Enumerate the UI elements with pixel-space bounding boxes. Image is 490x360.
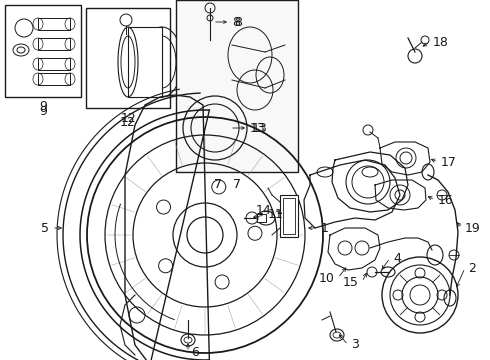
Text: 8: 8: [234, 15, 242, 28]
Text: 8: 8: [232, 15, 240, 28]
Text: 13: 13: [252, 122, 268, 135]
Bar: [283, 198, 295, 234]
Bar: [38, 38, 70, 50]
Text: 17: 17: [441, 156, 457, 168]
Bar: [128, 27, 162, 97]
Text: 5: 5: [41, 221, 49, 234]
Text: 9: 9: [39, 100, 47, 113]
Bar: [176, 0, 298, 172]
Text: 16: 16: [438, 194, 454, 207]
Bar: [38, 58, 70, 70]
Text: 1: 1: [321, 221, 329, 234]
Text: 13: 13: [250, 122, 266, 135]
Bar: [257, 214, 266, 222]
Bar: [38, 73, 70, 85]
Text: 12: 12: [121, 112, 137, 125]
Text: 3: 3: [351, 338, 359, 351]
Text: 12: 12: [120, 116, 136, 129]
Bar: [280, 195, 298, 237]
Bar: [38, 18, 70, 30]
Text: 2: 2: [468, 261, 476, 274]
Text: 7: 7: [214, 178, 222, 191]
Text: 14: 14: [255, 203, 271, 216]
Text: 15: 15: [343, 275, 359, 288]
Text: 19: 19: [465, 221, 481, 234]
Text: 7: 7: [233, 178, 241, 191]
Bar: [86, 8, 170, 108]
Text: 11: 11: [268, 208, 284, 221]
Text: 6: 6: [191, 346, 199, 359]
Text: 4: 4: [393, 252, 401, 265]
Bar: [5, 5, 81, 97]
Text: 18: 18: [433, 36, 449, 49]
Text: 9: 9: [39, 105, 47, 118]
Text: 10: 10: [319, 271, 335, 284]
